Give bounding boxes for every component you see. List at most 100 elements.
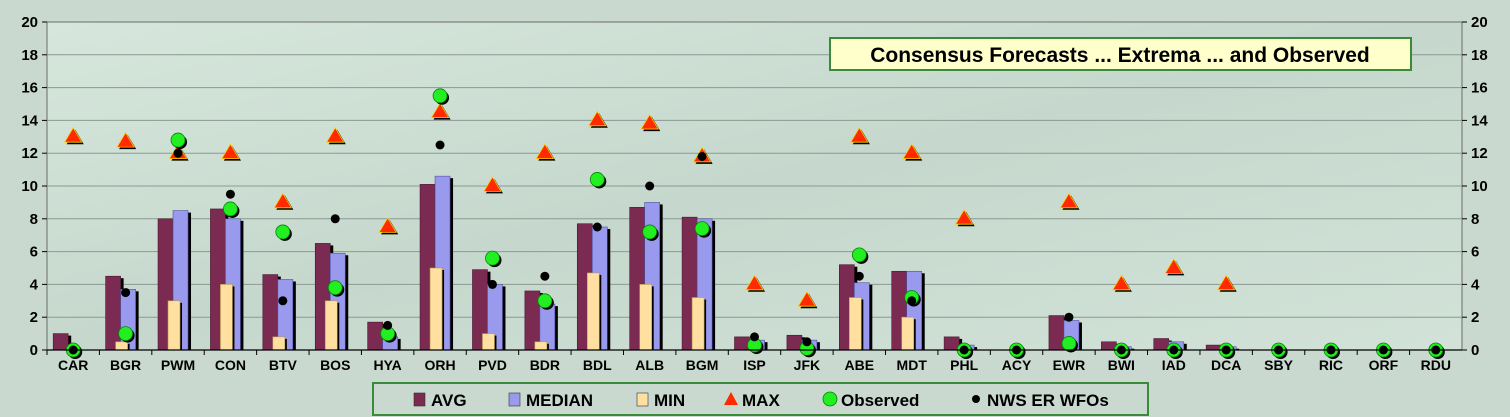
legend-max-swatch	[724, 392, 738, 405]
bar-min	[901, 316, 915, 351]
y-tick-label-right: 10	[1471, 178, 1488, 195]
observed-marker	[694, 221, 710, 237]
bar-avg	[943, 336, 960, 351]
bar-avg	[734, 336, 750, 351]
bar-avg	[1153, 338, 1170, 351]
y-axis-right: 0 2 4 6 8 10 12 14 16 18 20	[1462, 14, 1488, 359]
x-tick-label: JFK	[794, 357, 820, 373]
x-tick-label: CAR	[58, 357, 88, 373]
x-axis: CAR BGR PWM CON BTV BOS HYA ORH PVD BDR BDL ALB BGM I…	[46, 349, 1462, 373]
bar-min	[639, 284, 652, 351]
nws-marker	[278, 296, 288, 306]
x-tick-label: SBY	[1264, 357, 1293, 373]
max-marker	[1216, 274, 1236, 291]
nws-marker	[1064, 312, 1074, 322]
legend-avg-label: AVG	[431, 391, 467, 410]
observed-marker	[327, 280, 343, 296]
x-tick-label: EWR	[1053, 357, 1086, 373]
bar-min	[586, 272, 600, 351]
nws-marker	[330, 214, 340, 224]
x-tick-label: RDU	[1421, 357, 1451, 373]
x-tick-label: IAD	[1162, 357, 1186, 373]
x-tick-label: CON	[215, 357, 246, 373]
max-marker	[797, 291, 817, 307]
max-marker	[535, 143, 555, 160]
x-tick-label: PHL	[950, 357, 978, 373]
y-tick-label-left: 20	[21, 14, 38, 31]
chart-title-box: Consensus Forecasts ... Extrema ... and …	[829, 37, 1412, 71]
legend-nws-swatch	[972, 395, 980, 403]
x-tick-label: ACY	[1002, 357, 1032, 373]
max-marker	[1059, 192, 1079, 209]
y-tick-label-right: 0	[1471, 342, 1479, 359]
x-tick-label: BDR	[530, 357, 560, 373]
y-tick-label-left: 14	[21, 112, 38, 129]
x-tick-label: MDT	[897, 357, 928, 373]
y-tick-label-right: 18	[1471, 47, 1488, 64]
bar-min	[482, 333, 495, 351]
y-tick-label-left: 2	[30, 309, 38, 326]
max-marker	[325, 127, 345, 143]
x-tick-label: ISP	[743, 357, 766, 373]
legend-min-swatch	[636, 392, 649, 407]
max-marker	[273, 192, 293, 209]
nws-marker	[697, 151, 707, 161]
legend-avg-swatch	[413, 392, 426, 407]
bar-avg	[105, 275, 121, 351]
legend: AVG MEDIAN MIN MAX Observed NWS ER WFOs	[372, 382, 1149, 416]
max-marker	[483, 176, 502, 192]
max-marker	[221, 143, 240, 160]
nws-marker	[592, 222, 602, 232]
nws-marker	[750, 332, 759, 342]
nws-marker	[383, 320, 393, 330]
bar-min	[272, 336, 286, 351]
y-tick-label-left: 12	[21, 145, 38, 162]
x-tick-label: ORF	[1369, 357, 1399, 373]
y-tick-label-left: 4	[30, 276, 39, 293]
x-tick-label: ORH	[424, 357, 455, 373]
x-tick-label: ABE	[845, 357, 875, 373]
x-tick-label: BGM	[686, 357, 719, 373]
nws-marker	[225, 189, 235, 199]
y-tick-label-right: 14	[1471, 112, 1488, 129]
nws-marker	[121, 288, 131, 298]
nws-marker	[907, 296, 917, 306]
bar-min	[429, 267, 443, 351]
legend-median-label: MEDIAN	[526, 391, 593, 410]
chart-title: Consensus Forecasts ... Extrema ... and …	[870, 44, 1370, 67]
legend-observed-label: Observed	[841, 391, 919, 410]
max-marker	[1112, 274, 1131, 291]
x-tick-label: HYA	[374, 357, 402, 373]
bar-min	[691, 297, 705, 351]
legend-median-swatch	[508, 392, 521, 407]
observed-marker	[485, 250, 500, 266]
x-tick-label: PVD	[478, 357, 507, 373]
observed-marker	[432, 88, 448, 104]
max-marker	[902, 143, 921, 160]
x-tick-label: RIC	[1319, 357, 1343, 373]
nws-marker	[854, 271, 864, 281]
bar-min	[115, 341, 128, 351]
bar-avg	[367, 321, 383, 351]
max-marker	[1164, 258, 1184, 274]
max-marker	[116, 131, 135, 148]
observed-marker	[537, 293, 553, 309]
y-tick-label-left: 16	[21, 80, 38, 97]
nws-marker	[487, 279, 497, 289]
max-marker	[954, 209, 974, 225]
y-tick-label-left: 10	[21, 178, 38, 195]
nws-marker	[540, 271, 550, 281]
bar-min	[534, 341, 548, 351]
observed-marker	[851, 247, 867, 263]
max-marker	[850, 127, 869, 143]
bar-min	[167, 300, 181, 351]
x-tick-label: BDL	[583, 357, 612, 373]
y-tick-label-right: 20	[1471, 14, 1488, 31]
max-marker	[63, 127, 83, 143]
y-tick-label-left: 0	[30, 342, 38, 359]
nws-marker	[173, 148, 183, 158]
y-tick-label-right: 12	[1471, 145, 1488, 162]
max-marker	[430, 102, 450, 118]
observed-marker	[118, 326, 134, 342]
legend-max-label: MAX	[742, 391, 780, 410]
